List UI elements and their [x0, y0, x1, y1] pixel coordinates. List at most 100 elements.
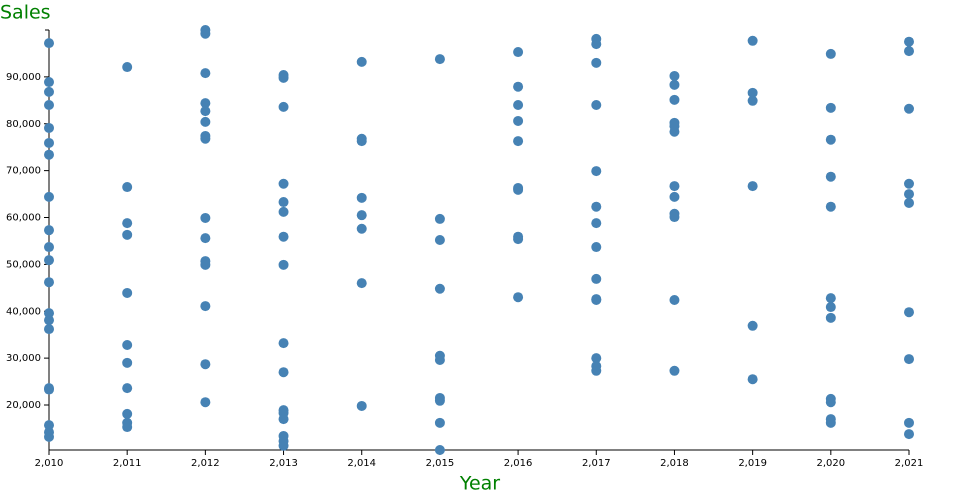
point	[278, 231, 289, 242]
point	[904, 103, 914, 114]
point	[122, 62, 133, 73]
point	[513, 115, 524, 126]
point	[513, 184, 524, 195]
point	[44, 225, 54, 236]
point	[278, 338, 289, 349]
point	[200, 212, 211, 223]
point	[44, 242, 54, 253]
y-tick-label: 70,000	[6, 166, 41, 177]
point	[44, 277, 54, 288]
point	[825, 134, 836, 145]
point	[122, 422, 133, 433]
point	[591, 218, 602, 229]
point	[200, 28, 211, 39]
point	[434, 395, 445, 406]
point	[434, 235, 445, 245]
point	[747, 320, 758, 331]
x-axis-title: Year	[459, 473, 500, 495]
point	[591, 365, 602, 376]
x-tick-label: 2,018	[660, 458, 689, 469]
point	[591, 166, 602, 177]
point	[825, 201, 836, 212]
point	[825, 312, 836, 323]
point	[825, 293, 836, 304]
point	[825, 102, 836, 113]
point	[356, 223, 367, 234]
y-tick-label: 90,000	[6, 72, 41, 83]
point	[904, 46, 914, 57]
point	[44, 324, 54, 335]
y-tick-label: 20,000	[6, 400, 41, 411]
point	[669, 191, 680, 202]
point	[513, 47, 524, 58]
point	[669, 79, 680, 90]
point	[200, 397, 211, 408]
point	[200, 133, 211, 144]
point	[122, 383, 133, 394]
x-tick-label: 2,017	[582, 458, 611, 469]
point	[904, 197, 914, 208]
x-tick-label: 2,019	[738, 458, 767, 469]
point	[122, 357, 133, 368]
x-tick-label: 2,010	[35, 458, 64, 469]
point	[278, 72, 289, 83]
point	[356, 400, 367, 411]
point	[44, 420, 54, 431]
point	[434, 445, 445, 455]
point	[591, 39, 602, 50]
point	[747, 95, 758, 106]
y-tick-label: 30,000	[6, 353, 41, 364]
point	[200, 116, 211, 127]
point	[356, 136, 367, 147]
point	[356, 278, 367, 289]
point	[591, 273, 602, 284]
point	[278, 259, 289, 270]
point	[669, 126, 680, 137]
point	[278, 101, 289, 112]
point	[904, 178, 914, 189]
point	[44, 149, 54, 160]
point	[44, 191, 54, 202]
point	[513, 136, 524, 147]
point	[669, 70, 680, 81]
point	[513, 81, 524, 92]
point	[278, 197, 289, 208]
point	[513, 292, 524, 303]
point	[122, 182, 133, 193]
point	[591, 295, 602, 305]
point	[200, 68, 211, 79]
point	[591, 201, 602, 212]
point	[904, 189, 914, 200]
point	[747, 35, 758, 46]
point	[669, 295, 680, 305]
point	[825, 48, 836, 59]
x-tick-label: 2,021	[895, 458, 924, 469]
point	[591, 57, 602, 68]
point	[356, 192, 367, 203]
point	[434, 54, 445, 65]
x-tick-label: 2,015	[426, 458, 455, 469]
point	[904, 354, 914, 365]
y-tick-label: 50,000	[6, 259, 41, 270]
point	[434, 283, 445, 294]
point	[200, 259, 211, 270]
point	[591, 353, 602, 364]
point	[434, 213, 445, 224]
point	[747, 87, 758, 98]
point	[591, 100, 602, 110]
point	[44, 255, 54, 266]
y-tick-label: 60,000	[6, 213, 41, 224]
x-tick-label: 2,014	[347, 458, 376, 469]
point	[513, 100, 524, 110]
point	[669, 212, 680, 223]
point	[825, 417, 836, 428]
point	[904, 36, 914, 47]
point	[278, 414, 289, 425]
point	[44, 86, 54, 97]
point	[200, 301, 211, 312]
point	[356, 56, 367, 67]
point	[434, 417, 445, 428]
point	[434, 355, 445, 365]
point	[747, 181, 758, 192]
